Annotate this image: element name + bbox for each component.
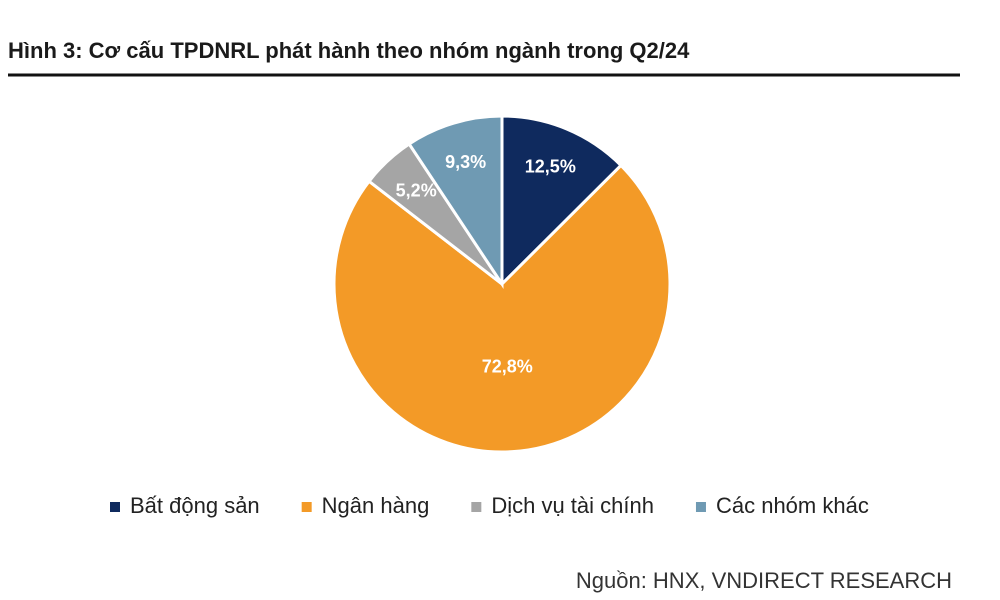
data-label: 72,8% [482, 357, 533, 377]
chart-title: Hình 3: Cơ cấu TPDNRL phát hành theo nhó… [8, 38, 690, 63]
pie-slice [500, 114, 624, 288]
data-label: 5,2% [396, 180, 437, 200]
source-note: Nguồn: HNX, VNDIRECT RESEARCH [576, 568, 952, 593]
legend-swatch [471, 502, 482, 512]
data-label: 9,3% [445, 152, 486, 172]
legend-swatch [695, 502, 706, 512]
legend-label: Bất động sản [130, 493, 260, 518]
legend-label: Dịch vụ tài chính [491, 493, 654, 518]
legend-swatch [110, 502, 120, 512]
legend: Bất động sản Ngân hàng Dịch vụ tài chính Cá… [110, 493, 869, 518]
pie: 12,5% 72,8% 5,2% 9,3% [332, 114, 672, 454]
legend-label: Ngân hàng [322, 493, 430, 518]
legend-label: Các nhóm khác [716, 493, 869, 518]
pie-slice [407, 114, 504, 289]
data-label: 12,5% [525, 156, 576, 176]
pie-slice [332, 163, 672, 454]
legend-swatch [301, 502, 312, 512]
